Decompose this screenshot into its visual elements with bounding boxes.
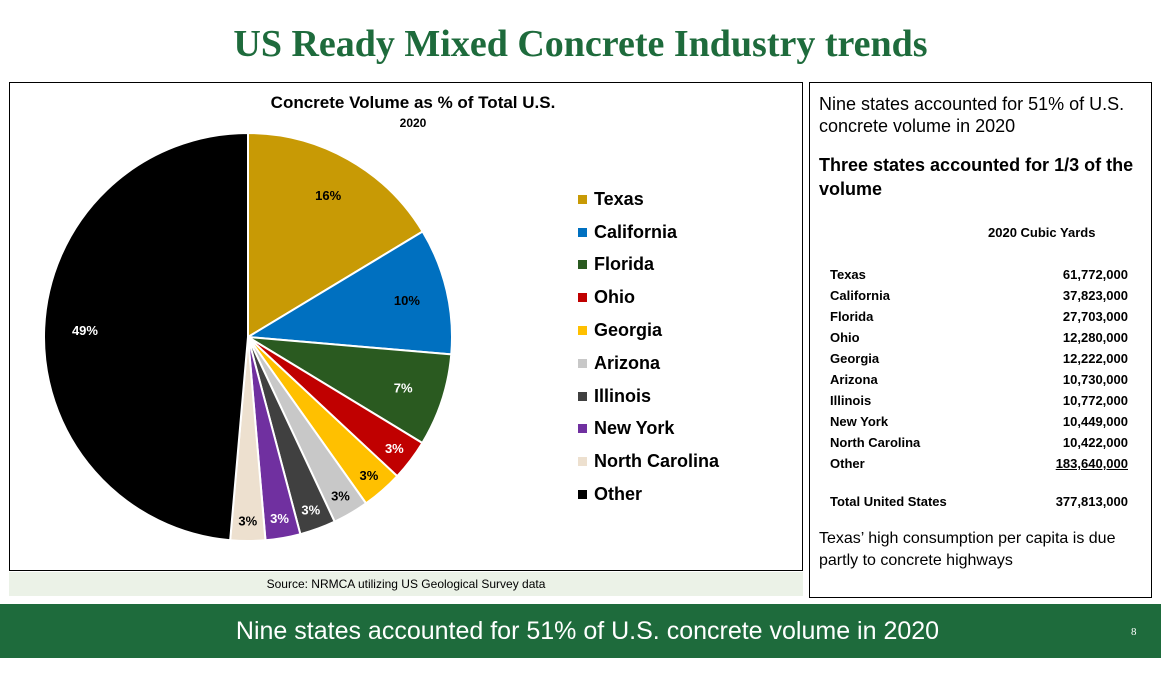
- side-footer-text: Texas’ high consumption per capita is du…: [819, 530, 1116, 569]
- table-row: Ohio 12,280,000: [830, 327, 1128, 348]
- side-highlight-text: Three states accounted for 1/3 of the vo…: [819, 155, 1134, 199]
- slide-title: US Ready Mixed Concrete Industry trends: [233, 23, 928, 65]
- bottom-banner: Nine states accounted for 51% of U.S. co…: [0, 604, 1161, 658]
- table-state: North Carolina: [830, 435, 921, 450]
- legend-item: North Carolina: [578, 445, 798, 478]
- slice-label: 3%: [385, 441, 404, 456]
- page-number: 8: [1131, 626, 1137, 638]
- legend-label: Texas: [594, 188, 644, 209]
- table-row: North Carolina 10,422,000: [830, 432, 1128, 453]
- pie-slice: [244, 230, 453, 356]
- slice-label: 3%: [301, 503, 320, 518]
- table-state: Ohio: [830, 330, 860, 345]
- legend-label: Florida: [594, 254, 655, 275]
- legend-swatch: [578, 227, 587, 237]
- table-state: Texas: [830, 267, 866, 282]
- pie-chart: 16% 10% 7% 3% 3% 3% 3% 3% 3% 49%: [43, 131, 453, 542]
- side-intro-text: Nine states accounted for 51% of U.S. co…: [819, 94, 1125, 136]
- table-row: California 37,823,000: [830, 285, 1128, 306]
- source-note: Source: NRMCA utilizing US Geological Su…: [9, 572, 803, 596]
- table-value: 10,422,000: [1062, 435, 1128, 450]
- legend-label: California: [594, 221, 678, 242]
- legend-swatch: [578, 194, 587, 204]
- table-value: 10,772,000: [1062, 393, 1128, 408]
- legend-item: California: [578, 216, 798, 249]
- legend-item: Other: [578, 478, 798, 511]
- legend-swatch: [578, 391, 587, 401]
- chart-legend: Texas California Florida Ohio Georgia Arizona…: [578, 183, 798, 511]
- table-state: Florida: [830, 309, 874, 324]
- table-total-row: Total United States 377,813,000: [830, 494, 1128, 509]
- legend-label: Georgia: [594, 320, 663, 341]
- legend-swatch: [578, 457, 587, 467]
- table-value: 12,280,000: [1062, 330, 1128, 345]
- slice-label: 3%: [238, 514, 257, 529]
- slice-label: 49%: [72, 323, 98, 338]
- chart-subtitle: 2020: [399, 116, 427, 130]
- table-state: New York: [830, 414, 889, 429]
- table-row: Illinois 10,772,000: [830, 390, 1128, 411]
- legend-swatch: [578, 358, 587, 368]
- slice-label: 3%: [270, 511, 289, 526]
- table-state: Illinois: [830, 393, 872, 408]
- table-state: Georgia: [830, 351, 880, 366]
- table-header: 2020 Cubic Yards: [988, 225, 1096, 240]
- slice-label: 16%: [315, 188, 341, 203]
- legend-item: Ohio: [578, 281, 798, 314]
- legend-item: Texas: [578, 183, 798, 216]
- chart-frame: Concrete Volume as % of Total U.S. 2020 …: [9, 82, 803, 571]
- legend-item: Arizona: [578, 347, 798, 380]
- slice-label: 3%: [359, 468, 378, 483]
- table-state: Arizona: [830, 372, 878, 387]
- legend-label: Illinois: [594, 385, 652, 406]
- legend-item: Illinois: [578, 380, 798, 413]
- legend-label: Other: [594, 484, 643, 505]
- legend-item: Florida: [578, 249, 798, 282]
- table-row: Other 183,640,000: [830, 453, 1128, 474]
- table-row: New York 10,449,000: [830, 411, 1128, 432]
- legend-swatch: [578, 326, 587, 336]
- table-value: 10,730,000: [1062, 372, 1128, 387]
- slice-label: 3%: [331, 489, 350, 504]
- table-state: California: [830, 288, 890, 303]
- legend-label: Arizona: [594, 352, 661, 373]
- volume-table: Texas 61,772,000 California 37,823,000 Flori…: [830, 264, 1128, 474]
- legend-label: New York: [594, 418, 675, 439]
- pie-slice: [43, 131, 249, 542]
- table-value: 37,823,000: [1062, 288, 1128, 303]
- slice-label: 10%: [394, 293, 420, 308]
- legend-label: Ohio: [594, 287, 635, 308]
- table-value: 183,640,000: [1055, 456, 1128, 471]
- legend-swatch: [578, 260, 587, 270]
- banner-text: Nine states accounted for 51% of U.S. co…: [235, 617, 940, 645]
- total-label: Total United States: [830, 494, 947, 509]
- total-value: 377,813,000: [1055, 494, 1128, 509]
- slice-label: 7%: [394, 381, 413, 396]
- table-row: Arizona 10,730,000: [830, 369, 1128, 390]
- table-row: Texas 61,772,000: [830, 264, 1128, 285]
- table-state: Other: [830, 456, 865, 471]
- legend-swatch: [578, 490, 587, 500]
- legend-label: North Carolina: [594, 451, 720, 472]
- table-row: Georgia 12,222,000: [830, 348, 1128, 369]
- side-panel: Nine states accounted for 51% of U.S. co…: [809, 82, 1152, 598]
- legend-swatch: [578, 424, 587, 434]
- table-value: 12,222,000: [1062, 351, 1128, 366]
- legend-item: Georgia: [578, 314, 798, 347]
- pie-slice: [247, 131, 424, 339]
- chart-title: Concrete Volume as % of Total U.S.: [270, 93, 556, 112]
- table-value: 27,703,000: [1062, 309, 1128, 324]
- table-row: Florida 27,703,000: [830, 306, 1128, 327]
- table-value: 10,449,000: [1062, 414, 1128, 429]
- table-value: 61,772,000: [1062, 267, 1128, 282]
- legend-swatch: [578, 293, 587, 303]
- legend-item: New York: [578, 413, 798, 446]
